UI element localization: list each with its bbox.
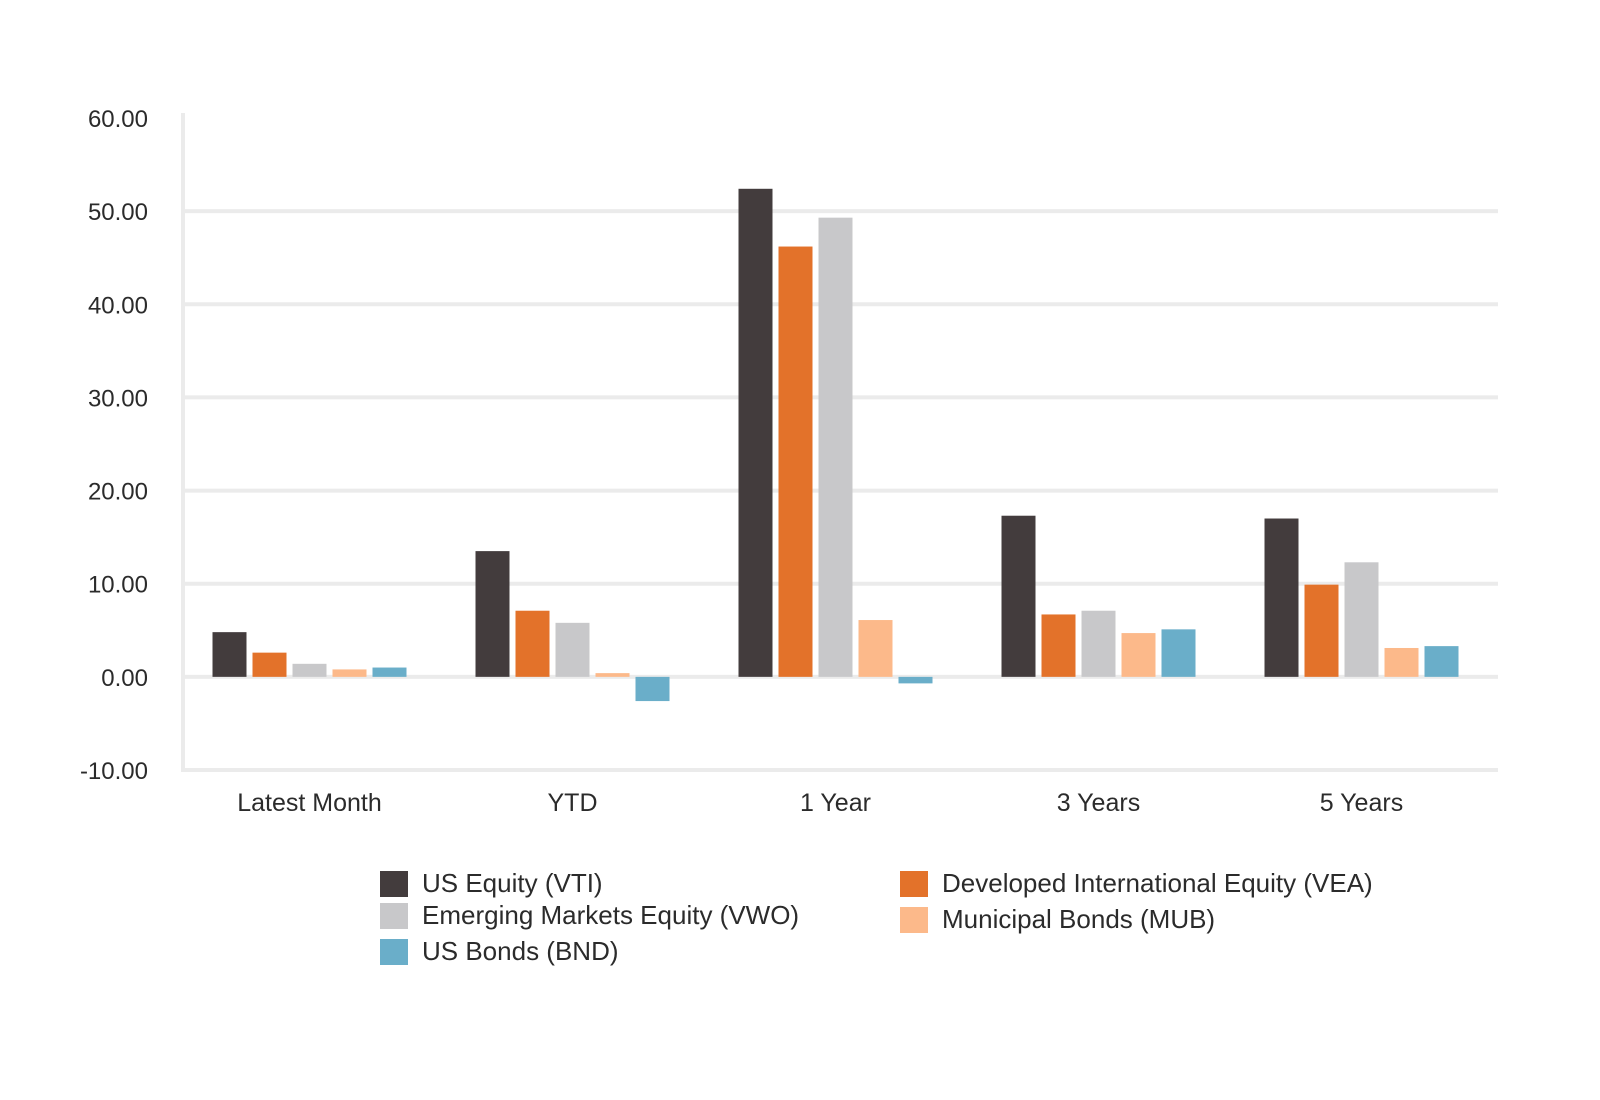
legend-label-developed-international: Developed International Equity (VEA) xyxy=(942,868,1373,898)
y-tick-label: 10.00 xyxy=(88,572,148,599)
legend: US Equity (VTI) Emerging Markets Equity … xyxy=(380,868,1440,978)
x-category-label: YTD xyxy=(548,789,598,817)
bar xyxy=(515,610,550,677)
axes xyxy=(181,113,1498,772)
legend-swatch-emerging-markets xyxy=(380,902,408,929)
legend-item-us-equity: US Equity (VTI) xyxy=(380,868,603,899)
bar xyxy=(1121,633,1156,677)
bar xyxy=(372,667,407,677)
y-tick-label: 60.00 xyxy=(88,106,148,133)
x-axis-category-labels: Latest Month YTD 1 Year 3 Years 5 Years xyxy=(237,789,1403,817)
bar xyxy=(858,620,893,677)
bar xyxy=(1304,584,1339,677)
bar xyxy=(1161,629,1196,677)
bar xyxy=(1001,515,1036,677)
y-tick-label: 20.00 xyxy=(88,479,148,506)
bar xyxy=(475,551,510,677)
legend-item-municipal-bonds: Municipal Bonds (MUB) xyxy=(900,904,1215,935)
bar xyxy=(332,669,367,677)
bar xyxy=(595,673,630,677)
y-tick-label: 40.00 xyxy=(88,292,148,319)
legend-label-us-equity: US Equity (VTI) xyxy=(422,868,603,898)
y-tick-label: 30.00 xyxy=(88,385,148,412)
y-axis-tick-labels: 60.00 50.00 40.00 30.00 20.00 10.00 0.00 -10.00 xyxy=(80,106,148,785)
legend-item-us-bonds: US Bonds (BND) xyxy=(380,936,619,967)
legend-label-municipal-bonds: Municipal Bonds (MUB) xyxy=(942,904,1216,934)
bar xyxy=(1081,610,1116,677)
legend-swatch-us-bonds xyxy=(380,938,408,965)
legend-swatch-us-equity xyxy=(380,870,408,897)
bar xyxy=(1384,647,1419,677)
bar xyxy=(635,676,670,702)
y-tick-label: 50.00 xyxy=(88,199,148,226)
legend-label-emerging-markets: Emerging Markets Equity (VWO) xyxy=(422,900,800,930)
bar xyxy=(1264,518,1299,677)
x-category-label: Latest Month xyxy=(237,789,382,817)
y-tick-label: -10.00 xyxy=(80,758,148,785)
legend-item-developed-international: Developed International Equity (VEA) xyxy=(900,868,1373,899)
legend-item-emerging-markets: Emerging Markets Equity (VWO) xyxy=(380,900,799,931)
legend-swatch-municipal-bonds xyxy=(900,906,928,933)
legend-label-us-bonds: US Bonds (BND) xyxy=(422,936,619,966)
legend-swatch-developed-international xyxy=(900,870,928,897)
x-category-label: 1 Year xyxy=(800,789,871,817)
bar xyxy=(1424,646,1459,677)
bar xyxy=(778,246,813,677)
bar xyxy=(292,663,327,677)
bars xyxy=(212,188,1459,702)
bar xyxy=(738,188,773,677)
y-tick-label: 0.00 xyxy=(101,665,148,692)
bar xyxy=(252,652,287,677)
bar xyxy=(818,217,853,677)
x-category-label: 5 Years xyxy=(1320,789,1403,817)
bar xyxy=(212,632,247,677)
x-category-label: 3 Years xyxy=(1057,789,1140,817)
bar xyxy=(898,676,933,684)
bar xyxy=(555,622,590,677)
bar xyxy=(1344,562,1379,677)
bar xyxy=(1041,614,1076,677)
